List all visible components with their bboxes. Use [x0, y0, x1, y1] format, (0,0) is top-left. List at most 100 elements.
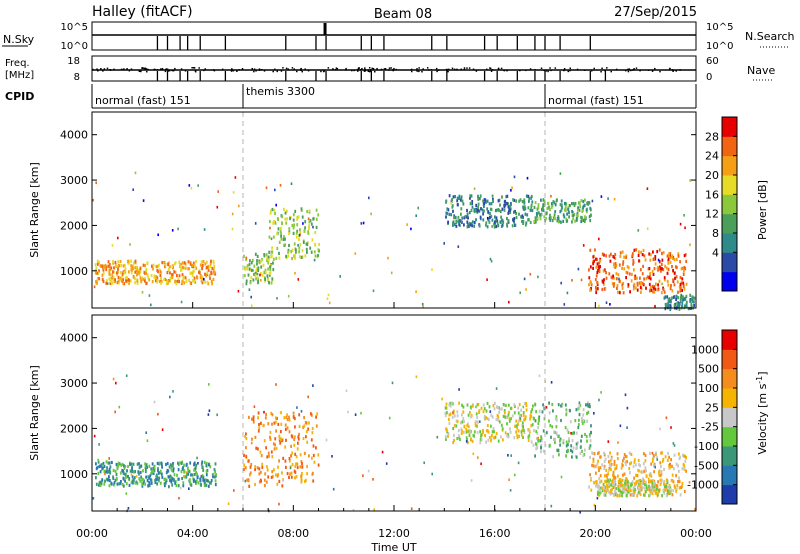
colorbar-tick-label: 16: [705, 188, 719, 201]
range-cell: [565, 413, 568, 417]
range-cell: [152, 263, 155, 267]
scatter-cell: [665, 295, 668, 299]
range-cell: [585, 403, 587, 407]
range-cell: [614, 467, 616, 471]
range-cell: [568, 439, 570, 443]
range-cell: [144, 277, 146, 281]
range-cell: [94, 263, 97, 267]
range-cell: [312, 453, 315, 458]
range-cell: [196, 475, 199, 479]
range-cell: [521, 219, 523, 224]
range-cell: [257, 268, 260, 272]
range-cell: [462, 430, 465, 434]
range-cell: [683, 287, 686, 291]
range-cell: [683, 254, 686, 258]
range-cell: [542, 203, 545, 207]
scatter-cell: [183, 475, 185, 478]
range-cell: [155, 478, 158, 482]
freq-dot: [390, 67, 392, 69]
range-cell: [281, 221, 283, 225]
range-cell: [207, 484, 210, 488]
range-cell: [482, 199, 484, 203]
range-cell: [634, 488, 636, 492]
range-cell: [594, 465, 596, 469]
range-cell: [648, 282, 651, 286]
range-cell: [249, 465, 252, 469]
range-cell: [293, 242, 296, 246]
range-cell: [110, 266, 113, 270]
scatter-cell: [550, 381, 553, 384]
range-cell: [530, 194, 533, 199]
scatter-cell: [197, 462, 199, 465]
scatter-cell: [279, 184, 282, 187]
range-cell: [98, 277, 101, 281]
scatter-cell: [313, 258, 316, 262]
range-cell: [465, 215, 468, 219]
range-cell: [599, 259, 602, 263]
range-cell: [529, 220, 532, 224]
range-cell: [575, 446, 578, 450]
range-cell: [667, 267, 670, 271]
range-cell: [271, 470, 274, 474]
range-cell: [521, 421, 524, 425]
range-cell: [306, 250, 308, 254]
range-cell: [650, 462, 653, 466]
range-cell: [272, 261, 274, 265]
range-cell: [677, 296, 679, 300]
range-cell: [569, 420, 572, 424]
range-cell: [671, 289, 674, 293]
range-cell: [264, 416, 267, 420]
scatter-cell: [370, 212, 372, 216]
range-cell: [307, 231, 310, 235]
range-cell: [298, 237, 300, 241]
station-title: Halley (fitACF): [92, 4, 193, 20]
range-cell: [252, 278, 255, 282]
range-cell: [500, 423, 503, 427]
range-cell: [639, 285, 642, 289]
range-cell: [599, 480, 601, 484]
range-cell: [603, 464, 606, 468]
range-cell: [657, 287, 660, 291]
freq-dot: [146, 70, 148, 73]
range-cell: [653, 285, 656, 289]
range-cell: [518, 403, 521, 407]
range-cell: [107, 470, 109, 474]
range-cell: [681, 453, 684, 457]
range-cell: [527, 438, 530, 442]
range-cell: [536, 212, 538, 216]
range-cell: [294, 248, 297, 252]
range-cell: [557, 215, 560, 219]
range-cell: [548, 419, 550, 423]
range-cell: [165, 282, 168, 286]
range-cell: [617, 487, 620, 491]
range-cell: [187, 260, 190, 264]
range-cell: [640, 250, 642, 254]
range-cell: [201, 266, 204, 270]
range-cell: [589, 219, 592, 223]
range-cell: [189, 478, 191, 482]
range-cell: [142, 263, 145, 267]
freq-dot: [391, 69, 394, 71]
freq-dot: [436, 70, 438, 73]
range-cell: [498, 208, 500, 213]
scatter-cell: [626, 426, 628, 429]
scatter-cell: [537, 275, 539, 279]
range-cell: [122, 469, 124, 473]
range-cell: [681, 277, 684, 281]
range-cell: [120, 278, 123, 282]
range-cell: [485, 409, 488, 413]
range-cell: [191, 273, 194, 278]
range-cell: [642, 264, 644, 268]
range-cell: [610, 275, 613, 279]
range-cell: [598, 468, 600, 473]
range-cell: [497, 439, 500, 443]
range-cell: [96, 271, 99, 275]
range-cell: [524, 415, 527, 419]
range-cell: [305, 247, 308, 251]
range-cell: [663, 479, 666, 484]
range-cell: [559, 437, 562, 441]
range-cell: [640, 290, 642, 294]
freq-dot: [353, 69, 355, 72]
range-cell: [531, 200, 534, 204]
range-cell: [456, 199, 459, 203]
